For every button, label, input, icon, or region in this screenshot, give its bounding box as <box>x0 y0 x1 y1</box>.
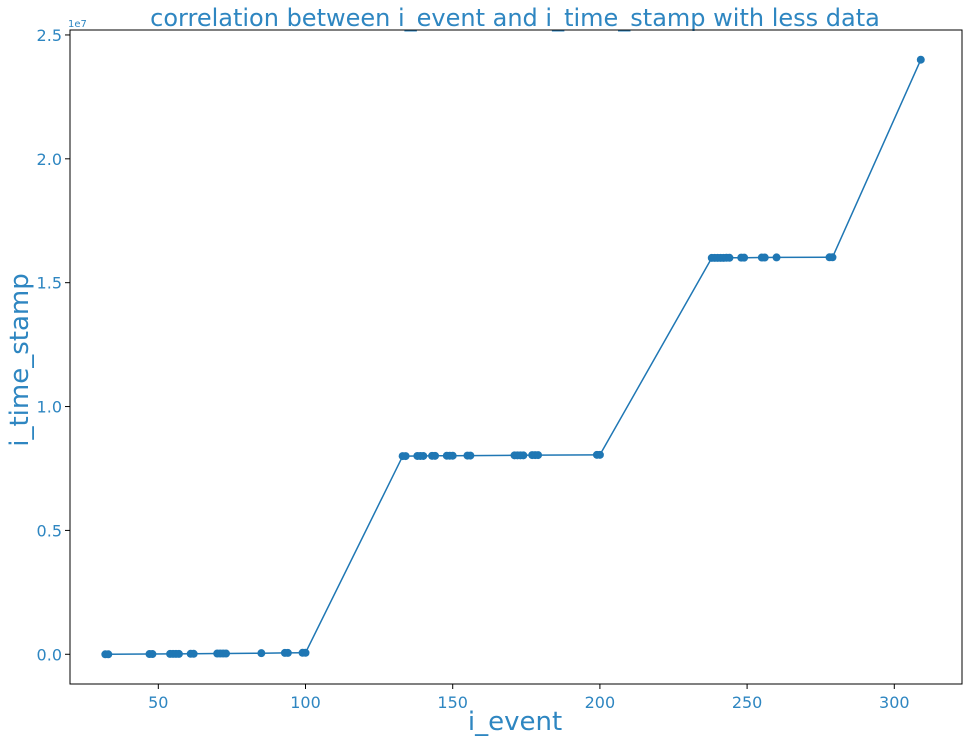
y-axis-label: i_time_stamp <box>5 273 35 446</box>
series-layer <box>101 55 925 659</box>
data-point <box>760 253 769 262</box>
data-point <box>448 451 457 460</box>
data-point <box>283 648 292 657</box>
data-point <box>174 649 183 658</box>
x-tick-label: 200 <box>585 693 616 712</box>
y-tick-label: 2.0 <box>37 150 62 169</box>
data-point <box>519 451 528 460</box>
x-axis-label: i_event <box>468 707 562 737</box>
x-tick-label: 100 <box>290 693 321 712</box>
data-point <box>740 253 749 262</box>
data-point <box>222 649 231 658</box>
data-point <box>431 451 440 460</box>
x-tick-label: 250 <box>732 693 763 712</box>
plot-area <box>69 29 963 685</box>
data-point <box>772 253 781 262</box>
data-point <box>401 452 410 461</box>
y-tick-label: 0.5 <box>37 521 62 540</box>
series-line <box>105 59 922 656</box>
data-point <box>189 649 198 658</box>
y-tick-label: 2.5 <box>37 26 62 45</box>
data-point <box>595 450 604 459</box>
x-tick-label: 300 <box>879 693 910 712</box>
data-point <box>301 648 310 657</box>
data-point <box>534 451 543 460</box>
data-point <box>725 253 734 262</box>
data-point <box>828 253 837 262</box>
x-tick-label: 150 <box>437 693 468 712</box>
y-tick-label: 1.0 <box>37 398 62 417</box>
chart-title: correlation between i_event and i_time_s… <box>150 4 880 32</box>
y-tick-label: 0.0 <box>37 645 62 664</box>
x-tick-label: 50 <box>148 693 168 712</box>
x-axis: 50 100 150 200 250 300 <box>148 684 910 712</box>
y-tick-label: 1.5 <box>37 274 62 293</box>
data-point <box>104 650 113 659</box>
data-point <box>148 650 157 659</box>
data-point <box>419 451 428 460</box>
y-axis: 0.0 0.5 1.0 1.5 2.0 2.5 <box>37 26 70 664</box>
y-offset-label: 1e7 <box>68 19 87 30</box>
data-point <box>257 649 266 658</box>
data-point <box>466 451 475 460</box>
data-point <box>916 55 925 64</box>
